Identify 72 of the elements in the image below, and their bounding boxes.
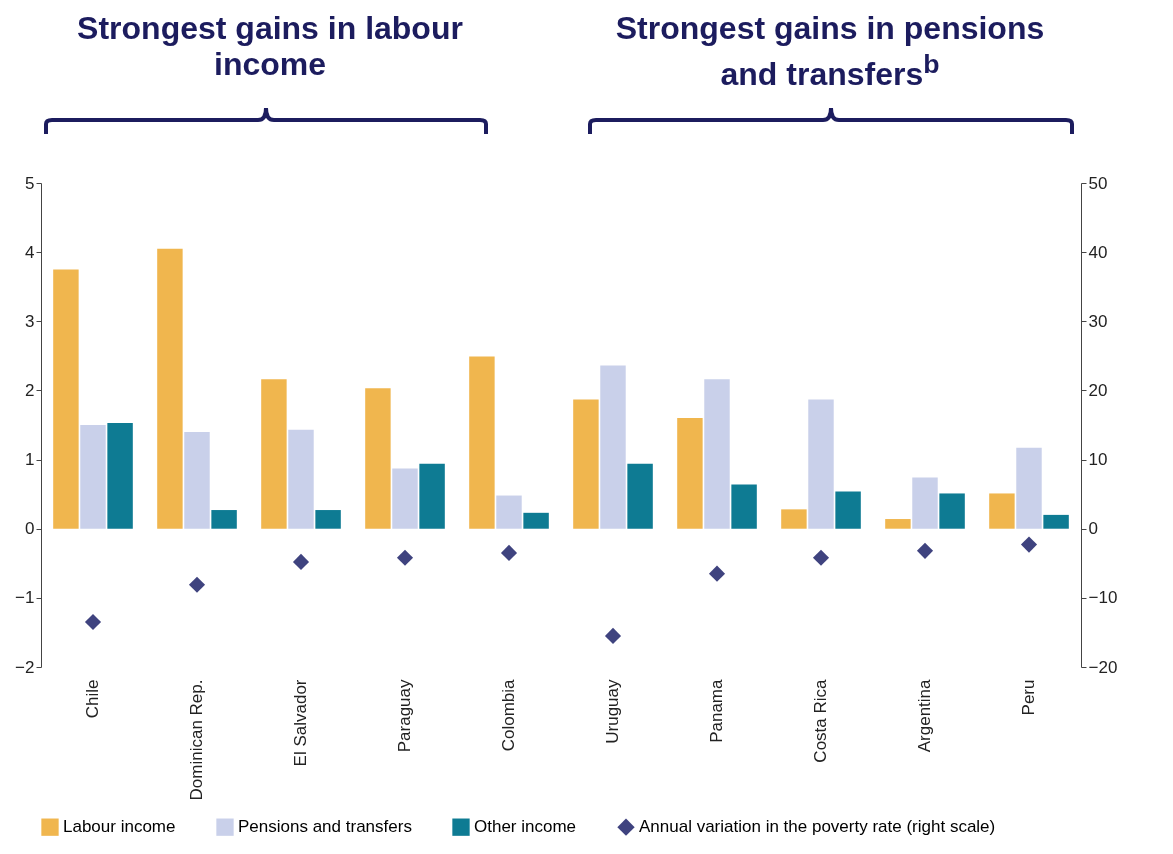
bar xyxy=(704,379,730,529)
x-tick-label: Colombia xyxy=(499,678,518,752)
bar xyxy=(392,468,418,529)
bar xyxy=(912,477,938,529)
bar xyxy=(261,379,287,529)
legend-label: Annual variation in the poverty rate (right scale) xyxy=(639,817,996,837)
point xyxy=(396,549,414,566)
bar xyxy=(808,399,834,529)
bar xyxy=(53,269,79,529)
y-tick-label: 2 xyxy=(25,380,35,400)
bar xyxy=(315,510,341,529)
y2-tick-label: 40 xyxy=(1088,242,1108,262)
bar xyxy=(1016,447,1042,529)
bar xyxy=(211,510,237,529)
bar xyxy=(1043,514,1069,529)
y-tick-label: 3 xyxy=(25,311,35,331)
text: Strongest gains in labour income xyxy=(76,10,464,82)
x-tick-label: Panama xyxy=(707,678,726,743)
y2-tick-label: 30 xyxy=(1088,311,1108,331)
y2-tick-label: 10 xyxy=(1088,450,1108,470)
y2-tick-label: −20 xyxy=(1088,657,1118,677)
bar xyxy=(469,356,495,529)
legend-label: Pensions and transfers xyxy=(238,817,412,837)
x-tick-label: Costa Rica xyxy=(811,678,830,763)
bar xyxy=(523,512,549,529)
bar xyxy=(989,493,1015,529)
y2-tick-label: −10 xyxy=(1088,588,1118,608)
y-tick-label: 5 xyxy=(25,173,35,193)
point xyxy=(604,627,622,644)
y-tick-label: −1 xyxy=(15,588,35,608)
bar xyxy=(157,248,183,529)
y2-tick-label: 0 xyxy=(1088,519,1098,539)
bar xyxy=(677,418,703,529)
x-tick-label: Dominican Rep. xyxy=(187,679,206,801)
bar xyxy=(107,422,133,529)
x-tick-label: El Salvador xyxy=(291,679,310,767)
bar xyxy=(885,519,911,529)
point xyxy=(916,542,934,559)
legend-label: Other income xyxy=(474,817,577,837)
bar xyxy=(365,388,391,529)
y-tick-label: −2 xyxy=(15,657,35,677)
point xyxy=(812,549,830,566)
bar xyxy=(731,484,757,529)
bar xyxy=(288,429,314,529)
bar xyxy=(781,509,807,529)
x-tick-label: Peru xyxy=(1019,679,1038,716)
x-tick-label: Chile xyxy=(83,679,102,719)
x-tick-label: Uruguay xyxy=(603,679,622,744)
point xyxy=(188,576,206,593)
bar xyxy=(419,463,445,529)
text: Strongest gains in pensions and transfers$^{b}$ xyxy=(615,10,1045,92)
point xyxy=(84,614,102,631)
point xyxy=(292,553,310,570)
bar xyxy=(627,463,653,529)
bar xyxy=(573,399,599,529)
y-tick-label: 1 xyxy=(25,450,35,470)
x-tick-label: Argentina xyxy=(915,678,934,753)
y2-tick-label: 20 xyxy=(1088,380,1108,400)
bar xyxy=(496,495,522,529)
point xyxy=(708,565,726,582)
y-tick-label: 0 xyxy=(25,519,35,539)
legend-label: Labour income xyxy=(63,817,176,837)
bar xyxy=(184,431,210,529)
bar xyxy=(600,365,626,529)
y-tick-label: 4 xyxy=(25,242,35,262)
bar xyxy=(835,491,861,529)
bar xyxy=(80,425,106,529)
x-tick-label: Paraguay xyxy=(395,679,414,753)
point xyxy=(500,544,518,561)
bar xyxy=(939,493,965,529)
y2-tick-label: 50 xyxy=(1088,173,1108,193)
point xyxy=(1020,536,1038,553)
